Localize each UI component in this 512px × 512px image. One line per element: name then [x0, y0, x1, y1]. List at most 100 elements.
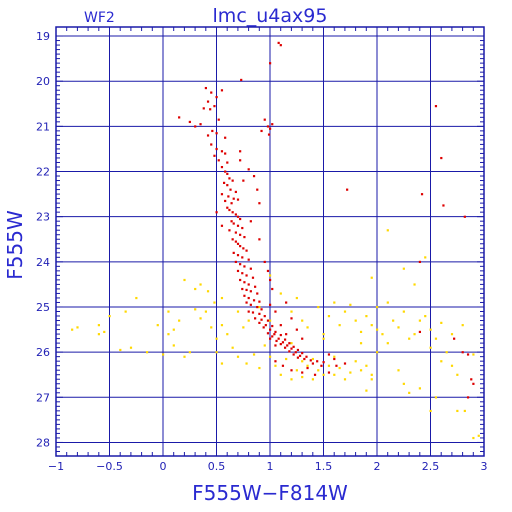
x-tick-label: −0.5 — [96, 460, 123, 473]
star-point-red — [260, 308, 263, 311]
star-point-yellow — [258, 366, 261, 370]
star-point-red — [269, 62, 272, 65]
star-point-yellow — [263, 344, 266, 347]
star-point-yellow — [71, 328, 74, 331]
chart-title: lmc_u4ax95 — [213, 5, 328, 27]
star-point-red — [199, 123, 202, 126]
star-point-red — [228, 229, 231, 232]
star-point-yellow — [311, 378, 314, 381]
star-point-yellow — [274, 364, 277, 367]
star-point-red — [262, 326, 265, 329]
star-point-yellow — [402, 267, 405, 270]
star-point-red — [247, 283, 250, 286]
star-point-red — [240, 78, 243, 82]
star-point-yellow — [172, 344, 175, 347]
star-point-red — [264, 324, 267, 327]
star-point-red — [239, 263, 242, 266]
star-point-red — [296, 348, 300, 352]
star-point-yellow — [269, 319, 272, 322]
star-point-red — [263, 315, 266, 318]
star-point-yellow — [402, 382, 405, 385]
star-point-red — [234, 190, 237, 194]
star-point-red — [295, 328, 298, 331]
star-point-red — [335, 364, 338, 367]
star-point-red — [275, 339, 278, 343]
y-tick-label: 25 — [36, 301, 50, 314]
star-point-red — [226, 184, 229, 187]
star-point-red — [232, 222, 235, 225]
star-point-red — [239, 245, 242, 248]
star-point-yellow — [376, 351, 379, 354]
star-point-yellow — [386, 229, 389, 232]
star-point-yellow — [167, 310, 170, 313]
star-point-red — [254, 285, 257, 288]
star-point-red — [220, 193, 224, 196]
y-tick-label: 21 — [36, 120, 50, 133]
star-point-red — [239, 217, 242, 221]
star-point-red — [333, 357, 336, 361]
star-point-red — [466, 396, 470, 399]
star-point-red — [178, 116, 181, 119]
star-point-red — [224, 199, 227, 203]
star-point-yellow — [359, 369, 363, 372]
star-point-red — [231, 211, 234, 214]
star-point-red — [210, 143, 213, 146]
star-point-yellow — [290, 378, 293, 381]
star-point-yellow — [306, 364, 309, 367]
star-point-yellow — [343, 378, 347, 381]
star-point-red — [220, 150, 224, 153]
star-point-red — [217, 118, 220, 121]
star-point-red — [245, 249, 248, 252]
star-point-red — [234, 240, 237, 243]
star-point-red — [258, 238, 261, 241]
star-point-red — [346, 188, 349, 191]
star-point-yellow — [370, 373, 373, 376]
star-point-yellow — [386, 301, 389, 304]
star-point-red — [277, 41, 280, 45]
star-point-red — [256, 292, 259, 295]
star-point-red — [273, 333, 276, 336]
star-point-yellow — [213, 301, 216, 304]
star-point-yellow — [269, 274, 272, 277]
star-point-yellow — [301, 375, 304, 379]
star-point-yellow — [376, 305, 379, 309]
star-point-yellow — [199, 317, 202, 320]
star-point-red — [252, 299, 256, 302]
star-point-yellow — [236, 355, 240, 358]
star-point-red — [271, 287, 274, 291]
star-point-yellow — [461, 324, 464, 327]
star-point-red — [418, 260, 421, 264]
star-point-yellow — [103, 330, 106, 334]
x-tick-label: 1.5 — [315, 460, 333, 473]
star-point-yellow — [188, 351, 191, 354]
star-point-red — [266, 125, 270, 128]
star-point-red — [236, 198, 240, 201]
star-point-red — [220, 224, 224, 227]
star-point-red — [271, 123, 274, 126]
star-point-yellow — [306, 326, 309, 329]
star-point-yellow — [322, 337, 325, 340]
star-point-red — [269, 278, 272, 282]
x-tick-labels: −1 −0.5 0 0.5 1 1.5 2 2.5 3 — [48, 460, 488, 473]
star-point-red — [472, 382, 475, 385]
star-point-yellow — [231, 346, 234, 349]
star-point-yellow — [167, 333, 170, 336]
star-point-red — [327, 371, 331, 374]
star-point-yellow — [301, 360, 304, 363]
star-point-red — [234, 213, 237, 216]
star-point-yellow — [408, 391, 411, 394]
star-point-red — [249, 220, 252, 223]
star-point-yellow — [129, 346, 133, 349]
star-point-yellow — [386, 342, 389, 345]
star-point-red — [271, 335, 274, 338]
star-point-red — [206, 134, 210, 137]
star-point-red — [434, 105, 438, 108]
star-point-yellow — [333, 355, 336, 358]
star-point-yellow — [183, 278, 186, 282]
x-tick-label: 2 — [374, 460, 381, 473]
star-point-red — [290, 347, 293, 350]
star-point-red — [243, 265, 246, 268]
star-point-red — [292, 345, 295, 348]
star-point-yellow — [245, 362, 248, 365]
star-point-yellow — [440, 321, 443, 324]
